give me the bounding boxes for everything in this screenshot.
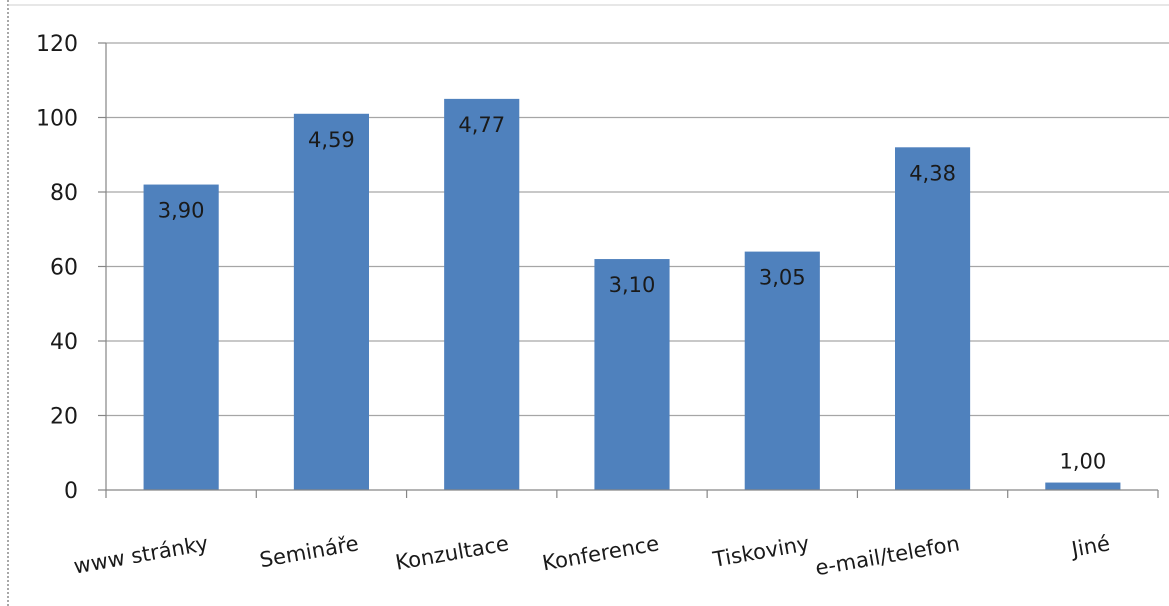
y-tick-label: 40	[50, 330, 78, 355]
y-tick-label: 100	[36, 107, 78, 132]
data-label: 4,77	[458, 113, 505, 137]
x-category-label: Semináře	[258, 531, 360, 572]
x-category-label: Konzultace	[394, 531, 511, 575]
bar-6	[1045, 482, 1121, 490]
bar-0	[143, 184, 219, 491]
bar-1	[293, 113, 369, 491]
x-category-label: Tiskoviny	[710, 531, 811, 572]
data-label: 4,59	[308, 128, 355, 152]
bar-4	[744, 251, 820, 490]
y-tick-label: 60	[50, 256, 78, 281]
data-label: 3,90	[158, 199, 205, 223]
x-category-label: e-mail/telefon	[813, 531, 961, 580]
x-category-label: Jiné	[1068, 531, 1112, 562]
y-tick-label: 0	[64, 479, 78, 504]
bar-3	[594, 259, 670, 490]
y-tick-label: 80	[50, 181, 78, 206]
x-category-label: Konference	[540, 531, 660, 575]
data-label: 3,10	[609, 273, 656, 297]
x-category-label: www stránky	[72, 531, 210, 578]
data-label: 1,00	[1059, 450, 1106, 474]
y-tick-label: 120	[36, 32, 78, 57]
bar-5	[895, 147, 971, 491]
data-label: 4,38	[909, 161, 956, 185]
data-label: 3,05	[759, 266, 806, 290]
y-tick-label: 20	[50, 405, 78, 430]
bar-2	[444, 98, 520, 490]
